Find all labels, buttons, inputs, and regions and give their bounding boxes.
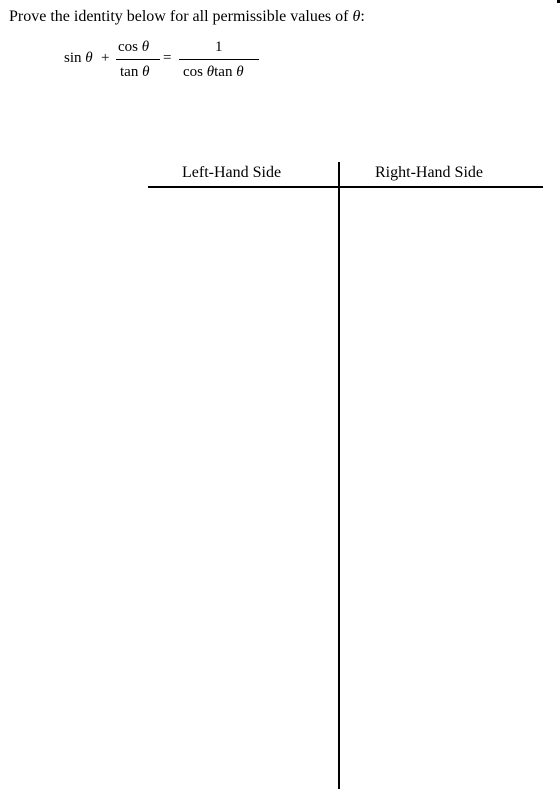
prompt-suffix: : bbox=[360, 8, 365, 25]
problem-prompt: Prove the identity below for all permiss… bbox=[9, 8, 365, 26]
corner-mark bbox=[557, 0, 560, 3]
frac2-den-var2: θ bbox=[236, 64, 244, 80]
lhs-sin-term: sin θ bbox=[64, 50, 93, 67]
frac1-num-var: θ bbox=[141, 39, 150, 55]
plus-sign: + bbox=[101, 50, 110, 66]
prompt-text: Prove the identity below for all permiss… bbox=[9, 8, 349, 25]
frac1-denominator: tan θ bbox=[120, 64, 149, 81]
lhs-sin-var: θ bbox=[85, 50, 93, 66]
left-hand-side-work-area[interactable] bbox=[148, 190, 336, 788]
frac2-den-var1: θ bbox=[206, 64, 215, 80]
identity-equation: sin θ + cos θ tan θ = 1 cos θtan θ bbox=[0, 0, 560, 100]
frac1-den-var: θ bbox=[142, 64, 150, 80]
frac2-den-cos: cos bbox=[183, 64, 203, 80]
frac1-num-fn: cos bbox=[118, 39, 138, 55]
right-hand-side-work-area[interactable] bbox=[342, 190, 542, 788]
table-center-divider bbox=[338, 162, 340, 789]
frac1-bar bbox=[116, 59, 160, 60]
table-header-rule bbox=[148, 186, 543, 188]
frac1-numerator: cos θ bbox=[118, 39, 149, 56]
frac2-den-tan: tan bbox=[214, 64, 233, 80]
frac2-numerator: 1 bbox=[215, 39, 223, 55]
prompt-theta-symbol: θ bbox=[352, 8, 361, 25]
equals-sign: = bbox=[163, 50, 172, 66]
frac2-bar bbox=[179, 59, 259, 60]
frac2-denominator: cos θtan θ bbox=[183, 64, 244, 81]
right-hand-side-header: Right-Hand Side bbox=[375, 164, 483, 181]
left-hand-side-header: Left-Hand Side bbox=[182, 164, 282, 181]
frac1-den-fn: tan bbox=[120, 64, 139, 80]
lhs-sin-fn: sin bbox=[64, 50, 82, 66]
